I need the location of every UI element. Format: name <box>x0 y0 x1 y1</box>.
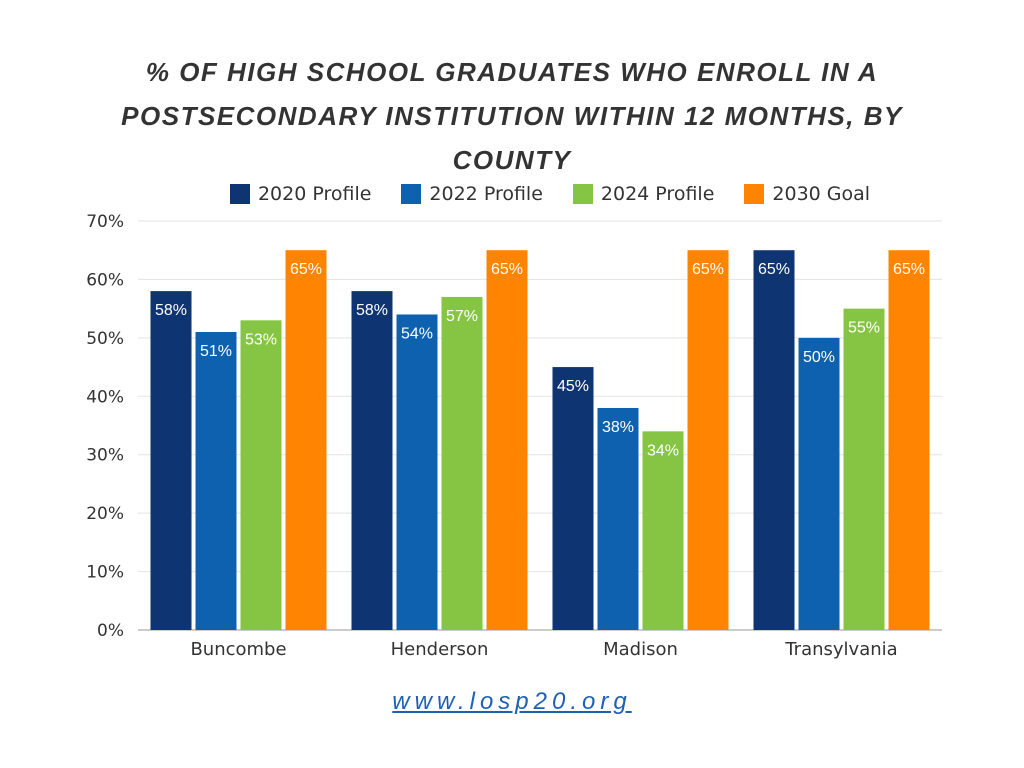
y-tick-label: 40% <box>86 387 124 407</box>
bar-value-label: 65% <box>758 261 790 278</box>
bar-value-label: 34% <box>647 442 679 459</box>
legend-item-2024-profile: 2024 Profile <box>572 183 715 205</box>
bar-value-label: 65% <box>692 261 724 278</box>
bar <box>798 337 840 630</box>
bar-value-label: 55% <box>848 320 880 337</box>
bar-value-label: 50% <box>803 349 835 366</box>
bar <box>351 291 393 630</box>
bar <box>888 250 930 630</box>
legend-label: 2022 Profile <box>429 183 543 205</box>
legend-item-2022-profile: 2022 Profile <box>401 183 543 205</box>
bar-value-label: 38% <box>602 419 634 436</box>
y-tick-label: 70% <box>86 212 124 232</box>
source-link[interactable]: www.losp20.org <box>392 688 632 715</box>
bar-value-label: 58% <box>155 302 187 319</box>
bar <box>753 250 795 630</box>
bar-value-label: 65% <box>491 261 523 278</box>
chart-title: % OF HIGH SCHOOL GRADUATES WHO ENROLL IN… <box>121 57 903 175</box>
y-tick-label: 50% <box>86 329 124 349</box>
bar <box>195 332 237 630</box>
bar-value-label: 45% <box>557 378 589 395</box>
bar-value-label: 54% <box>401 325 433 342</box>
x-tick-label: Madison <box>603 639 678 660</box>
bar-value-label: 51% <box>200 343 232 360</box>
legend-item-2020-profile: 2020 Profile <box>229 183 372 205</box>
legend-item-2030-goal: 2030 Goal <box>744 183 870 205</box>
bar <box>240 320 282 630</box>
bar <box>597 407 639 630</box>
bar-value-label: 53% <box>245 331 277 348</box>
bar-value-label: 65% <box>893 261 925 278</box>
bar <box>486 250 528 630</box>
legend-swatch <box>572 184 593 204</box>
y-tick-label: 30% <box>86 446 124 466</box>
bar-value-label: 58% <box>356 302 388 319</box>
bar <box>285 250 327 630</box>
y-tick-label: 0% <box>97 621 124 641</box>
legend-label: 2030 Goal <box>772 183 871 205</box>
y-tick-label: 20% <box>86 504 124 524</box>
bar <box>552 367 594 630</box>
bar <box>396 314 438 630</box>
legend-swatch <box>744 184 765 204</box>
legend-label: 2020 Profile <box>257 183 372 205</box>
x-tick-label: Buncombe <box>190 639 286 660</box>
bar <box>843 308 885 630</box>
bar <box>441 296 483 630</box>
chart-legend: 2020 Profile 2022 Profile 2024 Profile 2… <box>200 180 900 208</box>
legend-swatch <box>229 184 250 204</box>
bar-value-label: 65% <box>290 261 322 278</box>
y-tick-label: 60% <box>86 270 124 290</box>
y-tick-label: 10% <box>86 563 124 583</box>
bar <box>642 431 684 630</box>
x-tick-label: Transylvania <box>784 639 897 660</box>
bar <box>687 250 729 630</box>
x-tick-label: Henderson <box>391 639 489 660</box>
legend-swatch <box>401 184 422 204</box>
bar <box>150 291 192 630</box>
bar-value-label: 57% <box>446 308 478 325</box>
legend-label: 2024 Profile <box>600 183 715 205</box>
